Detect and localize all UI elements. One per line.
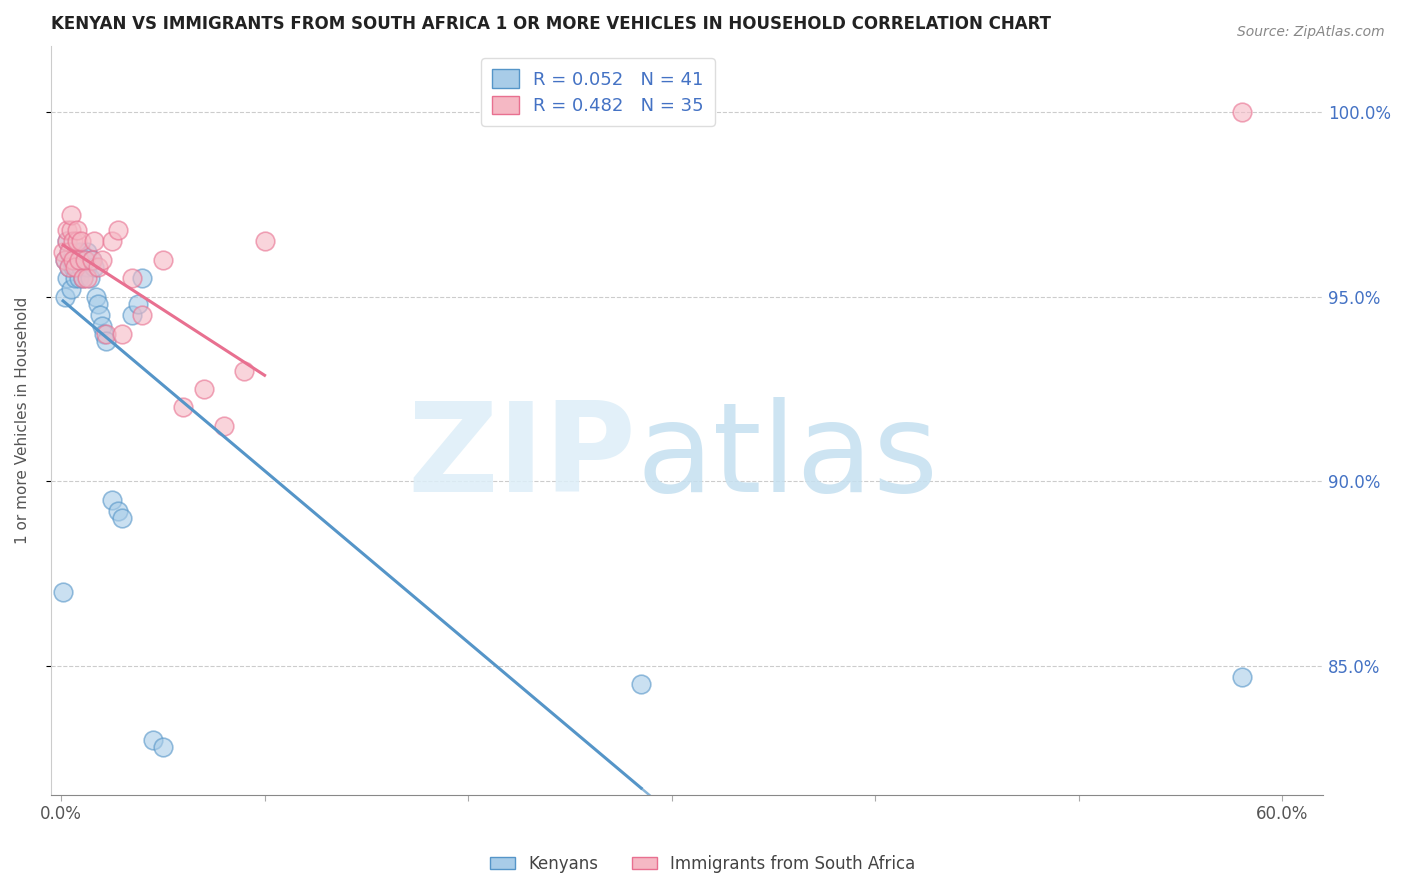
- Point: [70, 245, 93, 260]
- Point: [121, 308, 143, 322]
- Point: [56, 271, 79, 285]
- Point: [76, 260, 98, 275]
- Point: [131, 271, 153, 285]
- Point: [630, 677, 652, 691]
- Point: [72, 271, 94, 285]
- Text: ZIP: ZIP: [408, 397, 636, 518]
- Point: [56, 235, 79, 249]
- Point: [193, 382, 215, 396]
- Point: [58, 260, 80, 275]
- Point: [80, 252, 103, 267]
- Text: Source: ZipAtlas.com: Source: ZipAtlas.com: [1237, 25, 1385, 39]
- Legend: R = 0.052   N = 41, R = 0.482   N = 35: R = 0.052 N = 41, R = 0.482 N = 35: [481, 59, 714, 126]
- Point: [66, 223, 89, 237]
- Point: [111, 326, 134, 341]
- Point: [142, 732, 165, 747]
- Point: [65, 260, 87, 275]
- Point: [94, 326, 117, 341]
- Point: [62, 252, 84, 267]
- Point: [60, 252, 83, 267]
- Point: [66, 245, 89, 260]
- Point: [67, 252, 90, 267]
- Point: [65, 252, 87, 267]
- Point: [84, 290, 107, 304]
- Point: [62, 245, 84, 260]
- Point: [56, 235, 79, 249]
- Point: [121, 271, 143, 285]
- Point: [60, 282, 83, 296]
- Text: KENYAN VS IMMIGRANTS FROM SOUTH AFRICA 1 OR MORE VEHICLES IN HOUSEHOLD CORRELATI: KENYAN VS IMMIGRANTS FROM SOUTH AFRICA 1…: [51, 15, 1050, 33]
- Point: [83, 260, 105, 275]
- Point: [66, 235, 89, 249]
- Point: [58, 245, 80, 260]
- Point: [233, 363, 256, 377]
- Point: [56, 223, 79, 237]
- Point: [101, 235, 124, 249]
- Point: [58, 245, 80, 260]
- Point: [111, 511, 134, 525]
- Text: atlas: atlas: [636, 397, 938, 518]
- Point: [70, 260, 93, 275]
- Point: [62, 260, 84, 275]
- Point: [53, 290, 76, 304]
- Point: [1230, 105, 1253, 120]
- Point: [80, 252, 103, 267]
- Point: [107, 504, 129, 518]
- Point: [86, 297, 108, 311]
- Point: [131, 308, 153, 322]
- Point: [83, 235, 105, 249]
- Point: [60, 209, 83, 223]
- Point: [75, 252, 97, 267]
- Point: [79, 271, 101, 285]
- Point: [90, 319, 112, 334]
- Point: [152, 252, 174, 267]
- Point: [107, 223, 129, 237]
- Point: [60, 223, 83, 237]
- Point: [152, 740, 174, 755]
- Point: [52, 245, 75, 260]
- Point: [86, 260, 108, 275]
- Point: [53, 252, 76, 267]
- Point: [127, 297, 149, 311]
- Point: [58, 260, 80, 275]
- Point: [93, 326, 115, 341]
- Point: [67, 271, 90, 285]
- Point: [101, 492, 124, 507]
- Point: [76, 271, 98, 285]
- Point: [65, 271, 87, 285]
- Point: [89, 308, 111, 322]
- Point: [90, 252, 112, 267]
- Legend: Kenyans, Immigrants from South Africa: Kenyans, Immigrants from South Africa: [484, 848, 922, 880]
- Point: [52, 585, 75, 599]
- Point: [253, 235, 276, 249]
- Point: [172, 401, 194, 415]
- Point: [72, 271, 94, 285]
- Point: [1230, 670, 1253, 684]
- Point: [70, 235, 93, 249]
- Point: [75, 252, 97, 267]
- Point: [212, 418, 235, 433]
- Point: [94, 334, 117, 348]
- Point: [62, 235, 84, 249]
- Point: [66, 260, 89, 275]
- Y-axis label: 1 or more Vehicles in Household: 1 or more Vehicles in Household: [15, 297, 30, 544]
- Point: [76, 245, 98, 260]
- Point: [53, 252, 76, 267]
